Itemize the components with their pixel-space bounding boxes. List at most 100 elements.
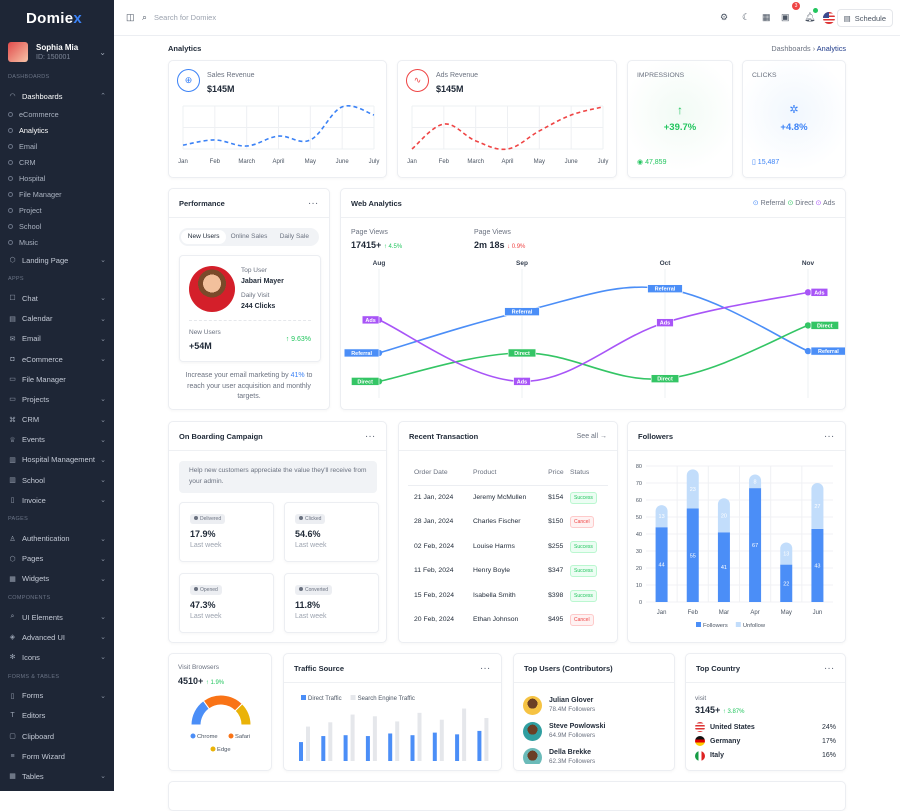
ads-label: Ads Revenue <box>436 72 479 79</box>
more-icon[interactable]: ··· <box>308 198 319 208</box>
sidebar-subitem-file-manager[interactable]: File Manager <box>0 186 114 202</box>
logo-text: Domie <box>26 9 74 27</box>
legend-ads[interactable]: Ads <box>822 200 835 207</box>
sidebar-subitem-label: Hospital <box>19 173 46 183</box>
sidebar-subitem-label: CRM <box>19 157 36 167</box>
cart-icon[interactable]: ▣ <box>781 12 790 22</box>
bell-icon[interactable]: 🔔︎ <box>804 12 816 22</box>
sidebar-item-icons[interactable]: ✻ Icons ⌄ <box>0 647 114 667</box>
country-row: United States 24% <box>695 720 836 734</box>
sidebar-item-editors[interactable]: T Editors <box>0 706 114 726</box>
sidebar-item-dashboards[interactable]: ◠ Dashboards ⌃ <box>0 86 114 106</box>
column-header[interactable]: Product <box>472 461 549 486</box>
column-header[interactable]: Order Date <box>408 461 473 486</box>
chevron-down-icon: ⌄ <box>100 654 106 662</box>
more-icon[interactable]: ··· <box>824 663 835 673</box>
table-row[interactable]: 21 Jan, 2024 Jeremy McMullen $154 Success <box>408 485 608 510</box>
legend-referral[interactable]: Referral <box>760 200 786 207</box>
chevron-down-icon[interactable]: ⌄ <box>99 47 106 57</box>
bar-direct-traffic <box>343 735 348 761</box>
apps-grid-icon[interactable]: ▦ <box>762 12 771 22</box>
stat-value: 47.3% <box>190 600 216 610</box>
ads-line <box>411 106 604 151</box>
sidebar-subitem-analytics[interactable]: Analytics <box>0 122 114 138</box>
sidebar-toggle-icon[interactable]: ◫ <box>126 12 135 22</box>
schedule-button[interactable]: ▤ Schedule <box>836 9 893 27</box>
us-flag-icon[interactable] <box>823 12 835 24</box>
sidebar-item-advanced-ui[interactable]: ◈ Advanced UI ⌄ <box>0 627 114 647</box>
sidebar-subitem-crm[interactable]: CRM <box>0 154 114 170</box>
see-all-link[interactable]: See all → <box>576 432 607 440</box>
bar-value-label: 8 <box>754 479 757 485</box>
sidebar-item-ecommerce[interactable]: ◘ eCommerce ⌄ <box>0 349 114 369</box>
sidebar-item-widgets[interactable]: ▦ Widgets ⌄ <box>0 569 114 589</box>
sidebar-subitem-ecommerce[interactable]: eCommerce <box>0 106 114 122</box>
legend-label: Direct Traffic <box>308 696 342 702</box>
legend-direct[interactable]: Direct <box>795 200 814 207</box>
table-row[interactable]: 15 Feb, 2024 Isabella Smith $398 Success <box>408 583 608 608</box>
daily-visit-value: 244 Clicks <box>241 303 276 310</box>
sidebar-item-file-manager[interactable]: ▭ File Manager <box>0 369 114 389</box>
tab-new-users[interactable]: New Users <box>181 230 227 244</box>
tab-daily-sale[interactable]: Daily Sale <box>279 233 309 240</box>
country-name: United States <box>710 723 755 731</box>
sidebar-item-calendar[interactable]: ▤ Calendar ⌄ <box>0 309 114 329</box>
user-profile[interactable]: Sophia Mia ID: 150001 ⌄ <box>0 36 114 68</box>
settings-icon[interactable]: ⚙ <box>720 12 729 22</box>
chevron-down-icon: ⌄ <box>100 335 106 343</box>
table-row[interactable]: 11 Feb, 2024 Henry Boyle $347 Success <box>408 559 608 584</box>
sidebar-subitem-school[interactable]: School <box>0 218 114 234</box>
table-row[interactable]: 20 Feb, 2024 Ethan Johnson $495 Cancel <box>408 608 608 633</box>
sidebar-subitem-hospital[interactable]: Hospital <box>0 170 114 186</box>
sidebar-item-ui-elements[interactable]: ⌕ UI Elements ⌄ <box>0 607 114 627</box>
column-header[interactable]: Status <box>570 461 608 486</box>
sidebar-item-projects[interactable]: ▭ Projects ⌄ <box>0 389 114 409</box>
sidebar-subitem-music[interactable]: Music <box>0 234 114 250</box>
more-icon[interactable]: ··· <box>480 663 491 673</box>
more-icon[interactable]: ··· <box>365 431 376 441</box>
list-item[interactable]: Della Brekke 62.3M Followers <box>523 744 665 764</box>
sidebar-item-form-wizard[interactable]: ≡ Form Wizard <box>0 746 114 766</box>
sidebar-item-crm[interactable]: ⌘ CRM ⌄ <box>0 410 114 430</box>
clicks-label: CLICKS <box>752 72 777 79</box>
impressions-count: 47,859 <box>645 159 667 166</box>
sidebar-subitem-project[interactable]: Project <box>0 202 114 218</box>
sidebar-item-hospital-management[interactable]: ▥ Hospital Management ⌄ <box>0 450 114 470</box>
search-input[interactable]: Search for Domiex <box>154 13 217 22</box>
table-row[interactable]: 28 Jan, 2024 Charles Fischer $150 Cancel <box>408 510 608 535</box>
bar-direct-traffic <box>455 734 460 761</box>
sidebar-item-clipboard[interactable]: ▢ Clipboard <box>0 726 114 746</box>
sidebar-item-label: Advanced UI <box>22 632 65 642</box>
daily-visit-label: Daily Visit <box>241 292 270 299</box>
new-users-value: +54M <box>189 341 212 351</box>
sidebar-item-landing-page[interactable]: ⬡ Landing Page ⌄ <box>0 250 114 270</box>
top-country-card: Top Country ··· visit 3145+ ↑ 3.87% Unite… <box>685 653 846 771</box>
column-header[interactable]: Price <box>548 461 570 486</box>
sidebar-item-pages[interactable]: ⬡ Pages ⌄ <box>0 549 114 569</box>
sidebar-subitem-email[interactable]: Email <box>0 138 114 154</box>
table-cell: Ethan Johnson <box>472 616 519 624</box>
table-row[interactable]: 02 Feb, 2024 Louise Harms $255 Success <box>408 534 608 559</box>
sidebar-item-authentication[interactable]: ♙ Authentication ⌄ <box>0 528 114 548</box>
sidebar-item-school[interactable]: ▥ School ⌄ <box>0 470 114 490</box>
sidebar-item-tables[interactable]: ▦ Tables ⌄ <box>0 766 114 786</box>
data-label-bg <box>361 315 380 325</box>
stat-value: 11.8% <box>295 600 321 610</box>
sidebar-item-email[interactable]: ✉ Email ⌄ <box>0 329 114 349</box>
sidebar-item-chat[interactable]: ☐ Chat ⌄ <box>0 288 114 308</box>
data-label: Ads <box>517 379 527 385</box>
list-item[interactable]: Steve Powlowski 64.9M Followers <box>523 718 665 744</box>
moon-icon[interactable]: ☾ <box>742 12 751 22</box>
impressions-label: IMPRESSIONS <box>637 72 685 79</box>
tab-online-sales[interactable]: Online Sales <box>230 233 268 240</box>
sidebar-item-events[interactable]: ♕ Events ⌄ <box>0 430 114 450</box>
country-name: Italy <box>710 752 725 760</box>
sidebar-item-invoice[interactable]: ▯ Invoice ⌄ <box>0 490 114 510</box>
sidebar-item-forms[interactable]: ▯ Forms ⌄ <box>0 686 114 706</box>
logo[interactable]: Domie x <box>0 0 114 36</box>
list-item[interactable]: Julian Glover 78.4M Followers <box>523 692 665 718</box>
stat-tag: Converted <box>295 585 333 595</box>
more-icon[interactable]: ··· <box>824 431 835 441</box>
sidebar-section-label: CHARTS & MAPS <box>0 787 114 792</box>
breadcrumb-dashboards[interactable]: Dashboards <box>771 44 811 53</box>
